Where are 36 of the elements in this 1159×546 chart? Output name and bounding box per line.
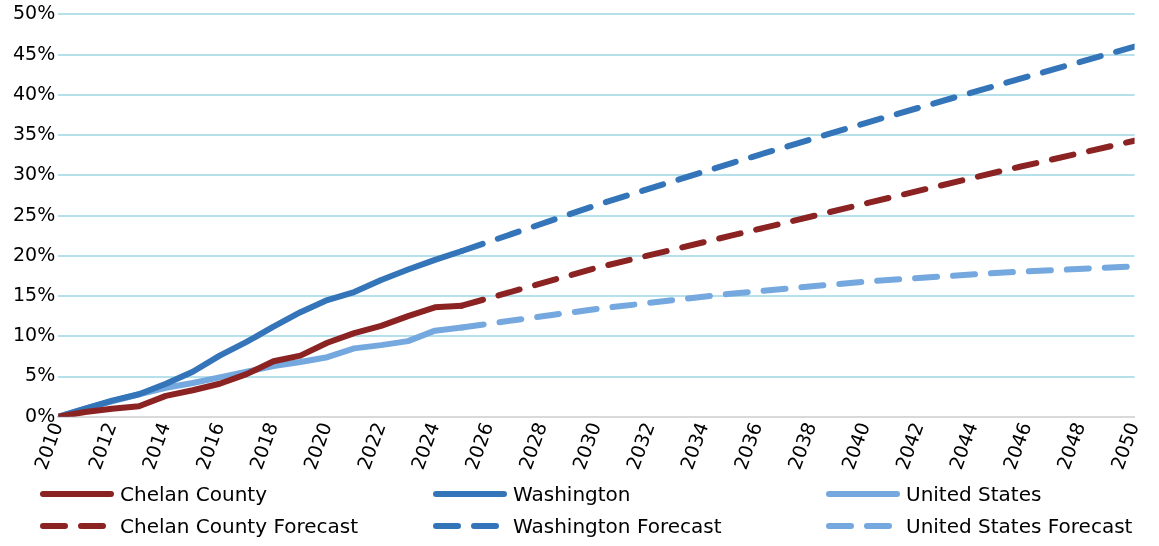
x-tick-label: 2030 <box>567 419 605 473</box>
x-tick-label: 2050 <box>1105 419 1143 473</box>
x-tick-label: 2042 <box>890 419 928 473</box>
y-tick-label: 10% <box>13 323 56 346</box>
x-tick-label: 2026 <box>459 419 498 473</box>
legend-label: United States <box>906 482 1042 506</box>
y-tick-label: 50% <box>13 1 56 24</box>
x-tick-label: 2048 <box>1051 419 1090 473</box>
x-tick-label: 2046 <box>998 419 1036 473</box>
x-tick-label: 2040 <box>836 419 874 473</box>
legend-label: Chelan County Forecast <box>120 514 359 538</box>
x-tick-label: 2044 <box>944 419 982 473</box>
y-tick-label: 45% <box>13 41 56 64</box>
x-tick-label: 2022 <box>352 419 390 473</box>
y-tick-label: 35% <box>13 122 56 145</box>
y-tick-label: 30% <box>13 162 56 185</box>
x-tick-label: 2012 <box>83 419 121 473</box>
x-tick-label: 2024 <box>406 419 444 473</box>
x-tick-label: 2014 <box>137 419 175 473</box>
legend-label: United States Forecast <box>906 514 1133 538</box>
x-tick-label: 2020 <box>298 419 336 473</box>
y-tick-label: 15% <box>13 282 56 305</box>
legend-label: Washington Forecast <box>513 514 722 538</box>
x-tick-label: 2036 <box>729 419 767 473</box>
legend-label: Washington <box>513 482 631 506</box>
x-tick-label: 2032 <box>621 419 659 473</box>
y-tick-label: 40% <box>13 81 56 104</box>
legend-label: Chelan County <box>120 482 268 506</box>
x-tick-label: 2038 <box>782 419 821 473</box>
x-tick-label: 2034 <box>675 419 713 473</box>
y-tick-label: 20% <box>13 242 56 265</box>
y-tick-label: 25% <box>13 202 56 225</box>
y-tick-label: 5% <box>25 363 56 386</box>
x-tick-label: 2018 <box>244 419 282 473</box>
x-tick-label: 2028 <box>513 419 551 473</box>
x-tick-label: 2016 <box>190 419 229 473</box>
